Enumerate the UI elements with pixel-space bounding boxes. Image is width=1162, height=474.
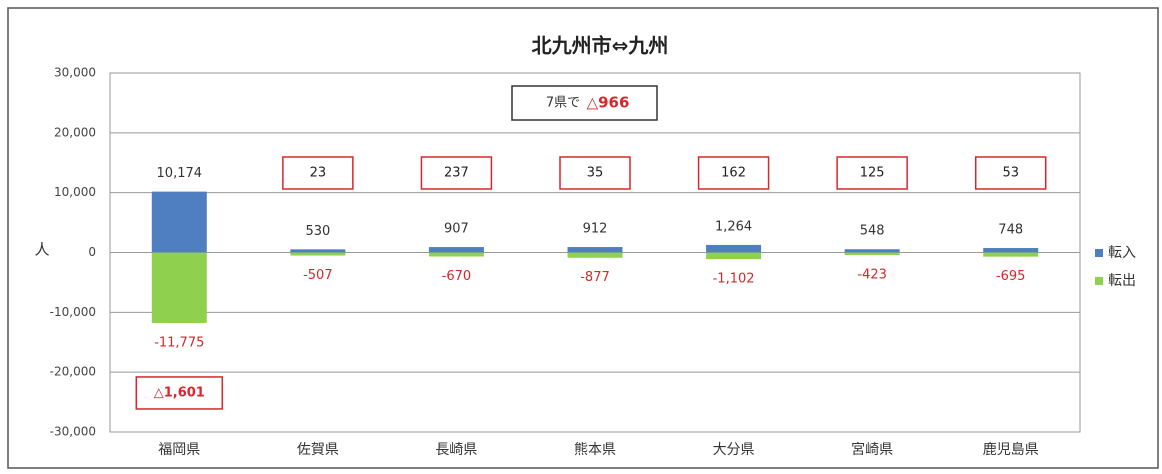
y-tick-label: 20,000: [54, 125, 96, 139]
bar: [567, 247, 623, 253]
value-label: -507: [303, 268, 333, 283]
bar: [290, 249, 346, 253]
x-tick-label: 宮崎県: [851, 442, 893, 458]
y-tick-label: 30,000: [54, 66, 96, 80]
summary-prefix: 7県で: [546, 96, 580, 111]
value-label: 912: [583, 222, 608, 237]
bar: [844, 249, 900, 253]
y-tick-label: 0: [88, 245, 96, 259]
net-label: 162: [721, 166, 746, 181]
net-box: [697, 156, 770, 190]
bar: [151, 191, 207, 253]
y-tick-label: -10,000: [50, 305, 96, 319]
y-tick-label: -20,000: [50, 365, 96, 379]
net-box: [559, 156, 631, 190]
value-label: -11,775: [154, 335, 204, 350]
x-tick-label: 鹿児島県: [983, 441, 1039, 458]
value-label: -1,102: [713, 272, 755, 287]
legend-label: 転出: [1108, 273, 1136, 289]
value-label: 530: [305, 224, 330, 239]
bar: [706, 244, 762, 253]
net-box: [836, 156, 908, 190]
value-label: -695: [996, 269, 1026, 284]
legend-swatch: [1095, 277, 1103, 285]
bar: [428, 252, 484, 257]
net-label: 125: [860, 166, 885, 181]
net-box: [282, 156, 354, 190]
legend-label: 転入: [1108, 245, 1136, 261]
summary-box: [511, 85, 658, 121]
bar: [567, 252, 623, 258]
bar: [983, 252, 1039, 257]
x-tick-label: 佐賀県: [297, 442, 339, 458]
chart-title: 北九州市⇔九州: [532, 34, 669, 58]
net-box: [974, 156, 1047, 190]
value-label: 907: [444, 222, 469, 237]
bar: [290, 252, 346, 256]
y-axis-label: 人: [34, 241, 49, 259]
net-label: 237: [444, 166, 469, 181]
x-tick-label: 大分県: [713, 442, 755, 458]
value-label: 1,264: [715, 219, 752, 234]
bar: [844, 252, 900, 256]
y-tick-label: 10,000: [54, 185, 96, 199]
bar: [151, 252, 207, 323]
x-tick-label: 福岡県: [158, 442, 200, 458]
net-label: 53: [1002, 166, 1019, 181]
net-label: 23: [310, 166, 327, 181]
net-label: △1,601: [154, 385, 205, 400]
legend-swatch: [1095, 249, 1103, 257]
value-label: -423: [857, 268, 887, 283]
x-tick-label: 熊本県: [574, 442, 616, 458]
bar: [428, 247, 484, 253]
value-label: 548: [860, 224, 885, 239]
net-box: [135, 376, 224, 410]
x-tick-label: 長崎県: [435, 442, 477, 458]
net-box: [420, 156, 493, 190]
value-label: -670: [442, 269, 472, 284]
value-label: -877: [580, 270, 610, 285]
bar: [983, 248, 1039, 253]
y-tick-label: -30,000: [50, 425, 96, 439]
value-label: 10,174: [157, 166, 203, 181]
bar: [706, 252, 762, 260]
summary-value: △966: [587, 94, 630, 112]
net-label: 35: [587, 166, 604, 181]
value-label: 748: [998, 223, 1023, 238]
